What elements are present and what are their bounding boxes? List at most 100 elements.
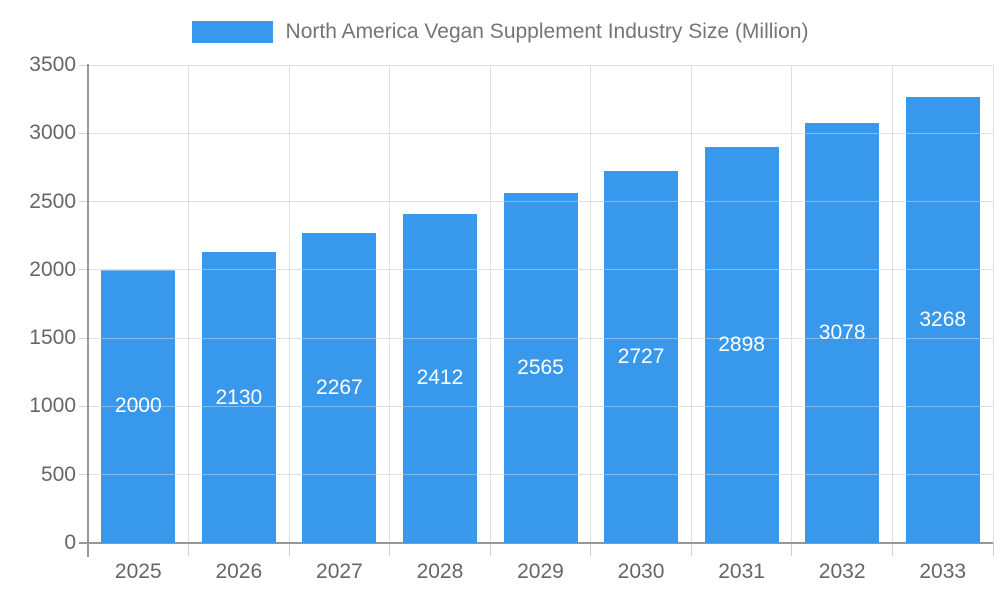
bar-gridline-overlay [503, 474, 578, 476]
bar-gridline-overlay [101, 474, 176, 476]
v-gridline [992, 65, 994, 543]
y-axis-label: 500 [40, 462, 76, 486]
bar-gridline-overlay [704, 337, 779, 339]
bar-gridline-overlay [704, 405, 779, 407]
bar-2032[interactable] [805, 122, 880, 543]
bar-gridline-overlay [704, 269, 779, 271]
x-axis-label: 2026 [215, 560, 263, 583]
bar-gridline-overlay [905, 337, 980, 339]
x-axis-tick [489, 543, 491, 556]
x-axis-tick [791, 543, 793, 556]
x-axis-tick [389, 543, 391, 556]
bar-gridline-overlay [402, 337, 477, 339]
x-axis-tick [590, 543, 592, 556]
bar-2030[interactable] [604, 170, 679, 543]
x-axis-tick [992, 543, 994, 556]
bar-gridline-overlay [101, 269, 176, 271]
bar-gridline-overlay [402, 269, 477, 271]
bar-gridline-overlay [302, 269, 377, 271]
x-axis-label: 2030 [617, 560, 665, 583]
bar-gridline-overlay [503, 405, 578, 407]
bar-gridline-overlay [905, 405, 980, 407]
legend-label: North America Vegan Supplement Industry … [285, 20, 809, 43]
bar-gridline-overlay [201, 474, 276, 476]
h-gridline [88, 64, 993, 66]
y-axis-label: 1000 [29, 394, 76, 418]
y-axis-tick [79, 201, 88, 203]
bar-2028[interactable] [402, 213, 477, 543]
bar-gridline-overlay [503, 337, 578, 339]
bar-gridline-overlay [604, 405, 679, 407]
bar-gridline-overlay [704, 201, 779, 203]
legend[interactable]: North America Vegan Supplement Industry … [0, 20, 1000, 44]
bar-gridline-overlay [604, 269, 679, 271]
y-axis-label: 1500 [29, 326, 76, 350]
y-axis-label: 2000 [29, 257, 76, 281]
bar-2025[interactable] [101, 269, 176, 543]
bar-2033[interactable] [905, 96, 980, 543]
bar-gridline-overlay [704, 474, 779, 476]
y-axis-tick [79, 269, 88, 271]
x-axis-tick [891, 543, 893, 556]
bar-gridline-overlay [201, 337, 276, 339]
y-axis-tick [79, 64, 88, 66]
legend-marker-swatch [191, 21, 273, 43]
bar-gridline-overlay [201, 269, 276, 271]
y-axis-line [86, 64, 89, 557]
y-axis-label: 2500 [29, 189, 76, 213]
bar-gridline-overlay [604, 337, 679, 339]
v-gridline [590, 65, 592, 543]
bar-gridline-overlay [101, 405, 176, 407]
bar-gridline-overlay [805, 201, 880, 203]
bar-gridline-overlay [402, 405, 477, 407]
bar-gridline-overlay [905, 201, 980, 203]
y-axis-label: 3000 [29, 121, 76, 145]
v-gridline [791, 65, 793, 543]
bar-2029[interactable] [503, 192, 578, 543]
x-axis-tick [288, 543, 290, 556]
y-axis-tick [79, 405, 88, 407]
x-axis-label: 2031 [718, 560, 765, 583]
v-gridline [288, 65, 290, 543]
bar-gridline-overlay [201, 405, 276, 407]
bar-gridline-overlay [503, 269, 578, 271]
v-gridline [891, 65, 893, 543]
x-axis-line [79, 542, 993, 544]
bar-gridline-overlay [805, 337, 880, 339]
v-gridline [489, 65, 491, 543]
v-gridline [690, 65, 692, 543]
x-axis-label: 2025 [114, 560, 162, 583]
bar-gridline-overlay [905, 269, 980, 271]
bar-2026[interactable] [201, 252, 276, 543]
v-gridline [188, 65, 190, 543]
y-axis-tick [79, 337, 88, 339]
bar-gridline-overlay [805, 132, 880, 134]
x-axis-tick [188, 543, 190, 556]
bar-2031[interactable] [704, 147, 779, 543]
bar-gridline-overlay [805, 474, 880, 476]
y-axis-tick [79, 132, 88, 134]
x-axis-tick [690, 543, 692, 556]
bar-gridline-overlay [805, 269, 880, 271]
bar-gridline-overlay [302, 337, 377, 339]
x-axis-label: 2027 [316, 560, 363, 583]
x-axis-label: 2028 [416, 560, 464, 583]
bar-gridline-overlay [101, 337, 176, 339]
x-axis-label: 2032 [818, 560, 866, 583]
x-axis-label: 2033 [919, 560, 967, 583]
bar-gridline-overlay [604, 201, 679, 203]
bar-gridline-overlay [905, 474, 980, 476]
bar-gridline-overlay [503, 201, 578, 203]
bar-2027[interactable] [302, 233, 377, 543]
h-gridline [88, 132, 993, 134]
bar-gridline-overlay [302, 405, 377, 407]
bar-gridline-overlay [604, 474, 679, 476]
bar-gridline-overlay [905, 132, 980, 134]
bar-gridline-overlay [402, 474, 477, 476]
y-axis-label: 3500 [29, 53, 76, 76]
y-axis-tick [79, 474, 88, 476]
y-axis-label: 0 [64, 531, 76, 554]
v-gridline [389, 65, 391, 543]
